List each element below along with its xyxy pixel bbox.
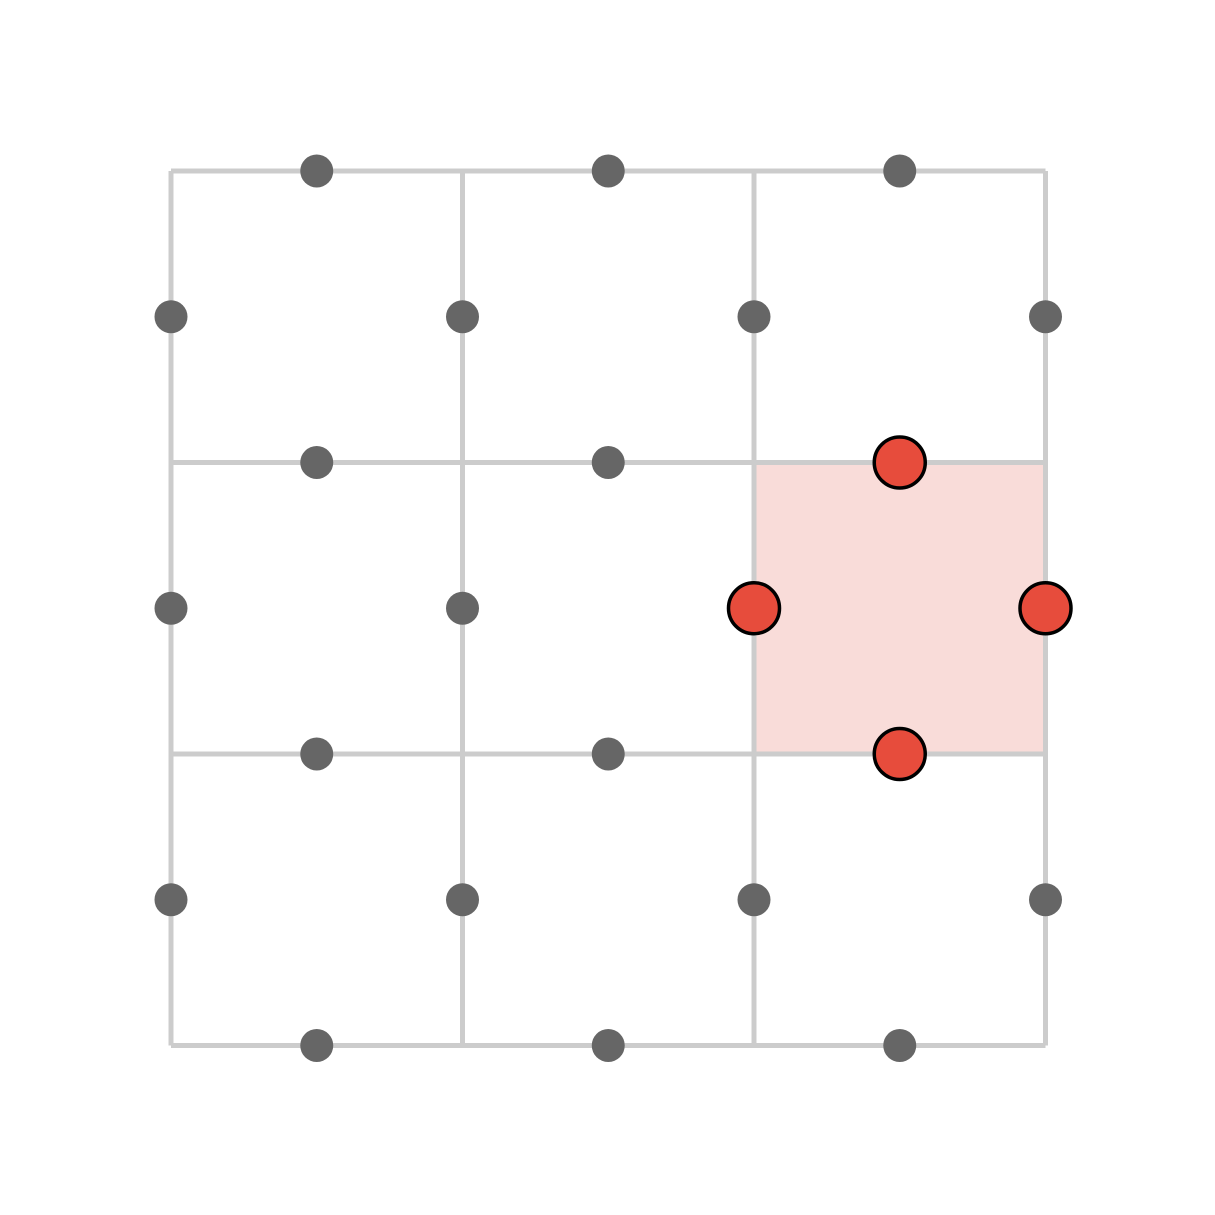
edge-dot-horizontal <box>883 154 917 188</box>
active-edge-dots <box>726 435 1073 782</box>
active-edge-dot-bottom <box>872 726 927 782</box>
edge-dot-vertical <box>737 883 771 917</box>
edge-dot-horizontal <box>883 1029 917 1062</box>
edge-dot-vertical <box>154 300 188 334</box>
edge-dot-horizontal <box>300 737 334 771</box>
active-edge-dot-left <box>726 581 782 636</box>
highlighted-cell <box>752 460 1048 756</box>
edge-dot-horizontal <box>591 154 625 188</box>
edge-dots <box>154 154 1062 1062</box>
edge-dot-horizontal <box>591 737 625 771</box>
edge-dot-horizontal <box>591 1029 625 1062</box>
highlight-layer <box>752 460 1048 756</box>
active-edge-dot-top <box>872 435 927 490</box>
edge-dot-vertical <box>446 591 479 625</box>
edge-dot-vertical <box>446 883 479 917</box>
edge-dot-vertical <box>1029 883 1062 917</box>
edge-dot-horizontal <box>300 1029 334 1062</box>
edge-dot-vertical <box>154 883 188 917</box>
edge-dot-horizontal <box>591 446 625 479</box>
edge-dot-horizontal <box>300 154 334 188</box>
edge-dot-vertical <box>737 300 771 334</box>
active-edge-dot-right <box>1018 581 1073 636</box>
edge-dot-vertical <box>1029 300 1062 334</box>
edge-dot-vertical <box>446 300 479 334</box>
edge-dot-vertical <box>154 591 188 625</box>
edge-dot-horizontal <box>300 446 334 479</box>
